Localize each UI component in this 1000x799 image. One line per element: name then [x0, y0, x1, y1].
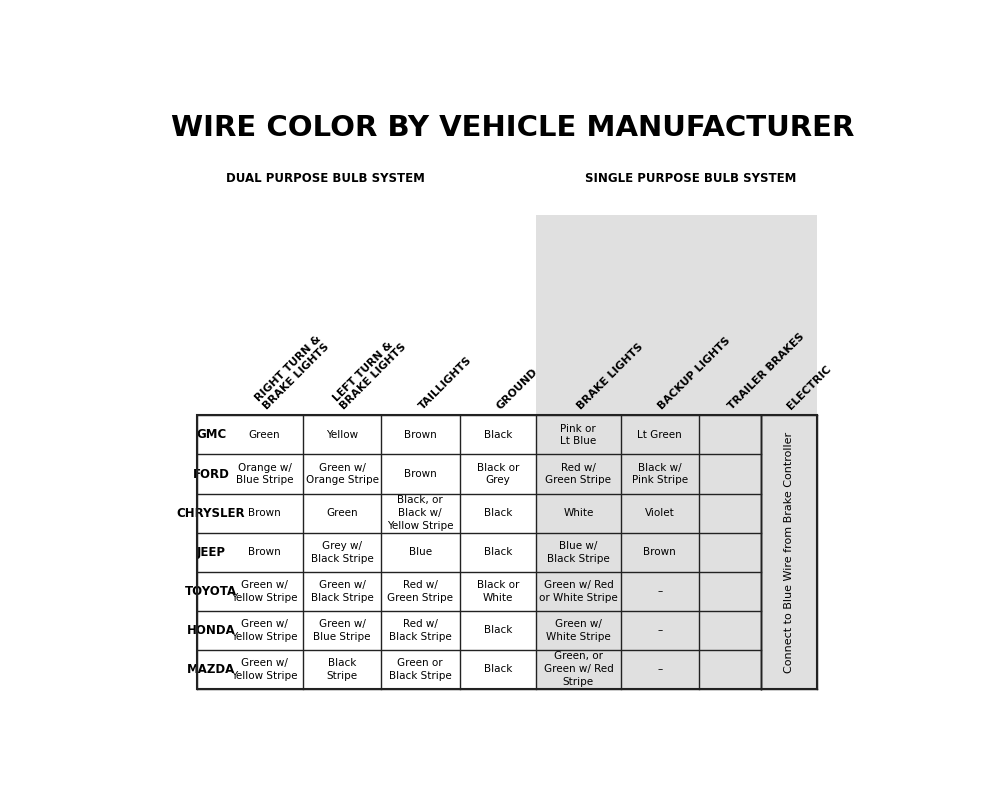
Text: –: –	[657, 625, 662, 635]
Text: Green w/ Red
or White Stripe: Green w/ Red or White Stripe	[539, 580, 618, 602]
Text: Blue w/
Black Stripe: Blue w/ Black Stripe	[547, 541, 610, 563]
Text: Black w/
Pink Stripe: Black w/ Pink Stripe	[632, 463, 688, 486]
Text: Black or
White: Black or White	[477, 580, 519, 602]
Text: Black: Black	[484, 547, 512, 557]
Text: –: –	[657, 664, 662, 674]
Text: BACKUP LIGHTS: BACKUP LIGHTS	[657, 336, 732, 411]
Text: Black
Stripe: Black Stripe	[326, 658, 358, 681]
Text: Black, or
Black w/
Yellow Stripe: Black, or Black w/ Yellow Stripe	[387, 495, 454, 531]
Text: TOYOTA: TOYOTA	[185, 585, 237, 598]
Text: HONDA: HONDA	[187, 624, 235, 637]
Text: ELECTRIC: ELECTRIC	[786, 364, 833, 411]
Text: Green w/
Yellow Stripe: Green w/ Yellow Stripe	[231, 658, 298, 681]
Text: Red w/
Black Stripe: Red w/ Black Stripe	[389, 618, 452, 642]
Text: Black: Black	[484, 664, 512, 674]
Text: –: –	[657, 586, 662, 596]
Text: Blue: Blue	[409, 547, 432, 557]
Text: Black: Black	[484, 625, 512, 635]
Text: DUAL PURPOSE BULB SYSTEM: DUAL PURPOSE BULB SYSTEM	[226, 172, 424, 185]
Text: Green w/
Orange Stripe: Green w/ Orange Stripe	[306, 463, 378, 486]
Text: Brown: Brown	[248, 547, 281, 557]
Text: WIRE COLOR BY VEHICLE MANUFACTURER: WIRE COLOR BY VEHICLE MANUFACTURER	[171, 114, 854, 142]
Text: Green: Green	[326, 508, 358, 518]
Text: SINGLE PURPOSE BULB SYSTEM: SINGLE PURPOSE BULB SYSTEM	[585, 172, 796, 185]
Text: Black: Black	[484, 508, 512, 518]
Text: Yellow: Yellow	[326, 430, 358, 440]
Text: Brown: Brown	[404, 469, 437, 479]
Text: LEFT TURN &
BRAKE LIGHTS: LEFT TURN & BRAKE LIGHTS	[331, 334, 409, 411]
Text: Brown: Brown	[248, 508, 281, 518]
Text: TAILLIGHTS: TAILLIGHTS	[417, 355, 474, 411]
Text: Lt Green: Lt Green	[637, 430, 682, 440]
Text: RIGHT TURN &
BRAKE LIGHTS: RIGHT TURN & BRAKE LIGHTS	[253, 334, 331, 411]
Text: Red w/
Green Stripe: Red w/ Green Stripe	[387, 580, 453, 602]
Text: Green w/
Yellow Stripe: Green w/ Yellow Stripe	[231, 618, 298, 642]
Text: Brown: Brown	[643, 547, 676, 557]
Text: Violet: Violet	[645, 508, 675, 518]
Text: Green w/
Blue Stripe: Green w/ Blue Stripe	[313, 618, 371, 642]
Text: Black: Black	[484, 430, 512, 440]
Text: Green: Green	[249, 430, 280, 440]
Text: Pink or
Lt Blue: Pink or Lt Blue	[560, 423, 596, 447]
Text: CHRYSLER: CHRYSLER	[177, 507, 245, 519]
Text: Black or
Grey: Black or Grey	[477, 463, 519, 486]
Bar	[197, 415, 817, 689]
Text: Red w/
Green Stripe: Red w/ Green Stripe	[545, 463, 611, 486]
Text: Orange w/
Blue Stripe: Orange w/ Blue Stripe	[236, 463, 293, 486]
Text: Grey w/
Black Stripe: Grey w/ Black Stripe	[311, 541, 373, 563]
Text: Connect to Blue Wire from Brake Controller: Connect to Blue Wire from Brake Controll…	[784, 431, 794, 673]
Text: JEEP: JEEP	[197, 546, 226, 559]
Text: BRAKE LIGHTS: BRAKE LIGHTS	[575, 342, 645, 411]
Text: GROUND: GROUND	[495, 367, 539, 411]
Text: White: White	[563, 508, 594, 518]
Text: GMC: GMC	[196, 428, 226, 442]
Text: TRAILER BRAKES: TRAILER BRAKES	[726, 332, 806, 411]
Text: Green w/
White Stripe: Green w/ White Stripe	[546, 618, 611, 642]
Text: MAZDA: MAZDA	[187, 662, 235, 676]
Text: Green w/
Black Stripe: Green w/ Black Stripe	[311, 580, 373, 602]
Bar	[536, 215, 817, 689]
Text: FORD: FORD	[193, 467, 229, 480]
Text: Green or
Black Stripe: Green or Black Stripe	[389, 658, 452, 681]
Text: Green, or
Green w/ Red
Stripe: Green, or Green w/ Red Stripe	[544, 651, 613, 687]
Text: Brown: Brown	[404, 430, 437, 440]
Text: Green w/
Yellow Stripe: Green w/ Yellow Stripe	[231, 580, 298, 602]
